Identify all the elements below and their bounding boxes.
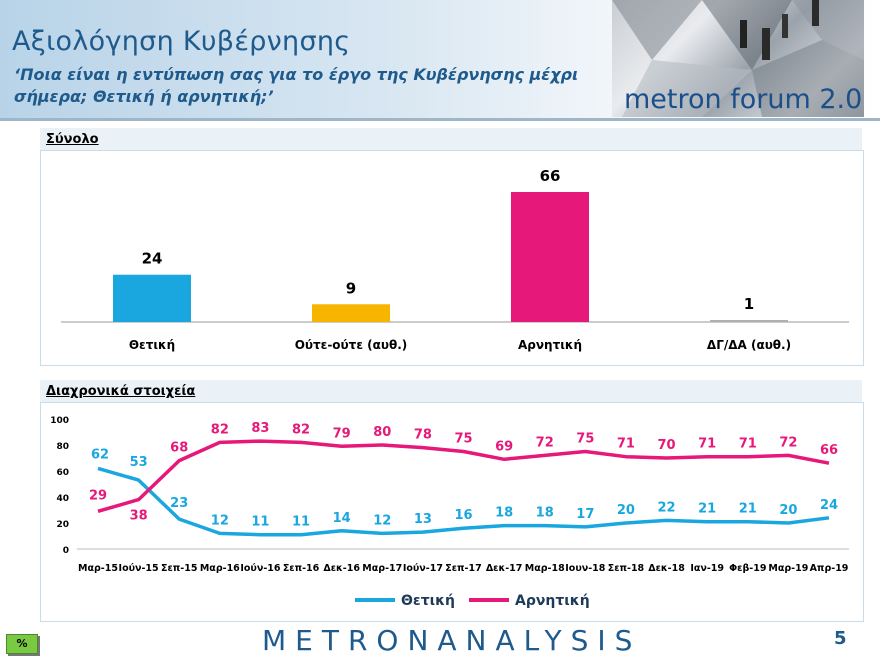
data-label-1-14: 70	[658, 438, 676, 453]
y-tick-label-2: 40	[56, 494, 69, 504]
x-tick-label-7: Μαρ-17	[362, 563, 402, 574]
header-divider	[0, 118, 880, 121]
data-label-0-13: 20	[617, 503, 635, 518]
data-label-1-15: 71	[698, 437, 716, 452]
data-label-1-9: 75	[454, 432, 472, 447]
page-number: 5	[834, 628, 847, 649]
section-label-trend: Διαχρονικά στοιχεία	[46, 384, 196, 399]
data-label-1-7: 80	[373, 425, 391, 440]
data-label-0-15: 21	[698, 502, 716, 517]
bar-1	[312, 304, 390, 322]
y-tick-label-1: 20	[56, 520, 69, 530]
x-tick-label-13: Σεπ-18	[608, 563, 645, 574]
data-label-0-0: 62	[91, 447, 109, 462]
x-tick-label-18: Απρ-19	[810, 563, 849, 574]
data-label-0-10: 18	[495, 506, 513, 521]
data-label-0-2: 23	[170, 496, 188, 511]
x-tick-label-12: Ιουν-18	[565, 563, 606, 574]
x-tick-label-10: Δεκ-17	[486, 563, 523, 574]
data-label-1-11: 72	[536, 435, 554, 450]
data-label-1-13: 71	[617, 437, 635, 452]
x-tick-label-4: Ιούν-16	[240, 563, 281, 574]
data-label-1-5: 82	[292, 422, 310, 437]
section-header-bg-total	[40, 128, 862, 150]
data-label-0-7: 12	[373, 513, 391, 528]
x-tick-label-9: Σεπ-17	[445, 563, 481, 574]
y-tick-label-0: 0	[63, 546, 69, 556]
x-tick-label-17: Μαρ-19	[768, 563, 808, 574]
data-label-0-6: 14	[333, 511, 351, 526]
y-tick-label-3: 60	[56, 468, 69, 478]
data-label-1-16: 71	[739, 437, 757, 452]
data-label-0-12: 17	[576, 507, 594, 522]
x-tick-label-5: Σεπ-16	[283, 563, 320, 574]
data-label-0-9: 16	[454, 508, 472, 523]
metron-forum-logo: metron forum 2.0	[624, 84, 863, 115]
data-label-0-8: 13	[414, 512, 432, 527]
x-tick-label-16: Φεβ-19	[729, 563, 766, 574]
data-label-1-0: 29	[89, 488, 107, 503]
header-photo: metron forum 2.0	[612, 0, 864, 117]
x-tick-label-8: Ιούν-17	[403, 563, 443, 574]
bar-value-label-2: 66	[540, 167, 561, 185]
bar-3	[710, 320, 788, 322]
bar-category-label-0: Θετική	[129, 338, 175, 352]
bar-value-label-0: 24	[142, 250, 163, 268]
bar-value-label-3: 1	[744, 295, 754, 313]
bar-category-label-3: ΔΓ/ΔΑ (αυθ.)	[707, 338, 791, 352]
bar-category-label-1: Ούτε-ούτε (αυθ.)	[295, 338, 408, 352]
section-header-bg-trend	[40, 380, 862, 402]
bar-chart-panel: 24 Θετική 9 Ούτε-ούτε (αυθ.) 66 Αρνητική 1 ΔΓ/Δ…	[40, 150, 864, 366]
legend-label-0: Θετική	[401, 593, 455, 609]
bar-chart: 24 Θετική 9 Ούτε-ούτε (αυθ.) 66 Αρνητική 1 ΔΓ/Δ…	[61, 167, 849, 352]
data-label-0-1: 53	[130, 455, 148, 470]
data-label-0-16: 21	[739, 502, 757, 517]
photo-pattern	[612, 0, 864, 117]
y-tick-label-5: 100	[50, 416, 69, 426]
data-label-0-5: 11	[292, 515, 310, 530]
data-label-1-2: 68	[170, 441, 188, 456]
data-label-0-11: 18	[536, 506, 554, 521]
line-chart-panel: 0 20 40 60 80 100 Μαρ-15 Ιούν-15 Σεπ-15 Μαρ-16 Ιού…	[40, 402, 864, 622]
data-label-1-12: 75	[576, 432, 594, 447]
x-tick-label-2: Σεπ-15	[161, 563, 197, 574]
data-label-0-14: 22	[658, 500, 676, 515]
series-line-0	[97, 466, 830, 537]
bar-2	[511, 192, 589, 322]
x-tick-label-14: Δεκ-18	[648, 563, 685, 574]
data-label-1-17: 72	[779, 435, 797, 450]
x-tick-label-15: Ιαν-19	[690, 563, 724, 574]
percent-badge: %	[6, 634, 38, 654]
data-label-1-10: 69	[495, 439, 513, 454]
data-label-0-4: 11	[251, 515, 269, 530]
data-label-0-18: 24	[820, 498, 838, 513]
data-label-1-6: 79	[333, 426, 351, 441]
x-tick-label-1: Ιούν-15	[119, 563, 159, 574]
data-label-1-18: 66	[820, 443, 838, 458]
data-label-1-1: 38	[130, 509, 148, 524]
bar-0	[113, 274, 191, 322]
x-tick-label-0: Μαρ-15	[78, 563, 118, 574]
x-tick-label-11: Μαρ-18	[525, 563, 565, 574]
legend-label-1: Αρνητική	[515, 593, 590, 609]
bar-category-label-2: Αρνητική	[518, 338, 582, 352]
data-label-1-3: 82	[211, 422, 229, 437]
page-title: Αξιολόγηση Κυβέρνησης	[12, 26, 351, 57]
x-tick-label-6: Δεκ-16	[323, 563, 360, 574]
bar-value-label-1: 9	[346, 279, 356, 297]
data-label-0-17: 20	[779, 503, 797, 518]
metron-analysis-logo: METRONANALYSIS	[262, 624, 642, 657]
data-label-1-4: 83	[251, 421, 269, 436]
series-line-1	[97, 439, 830, 513]
y-tick-label-4: 80	[56, 442, 69, 452]
data-label-0-3: 12	[211, 513, 229, 528]
x-tick-label-3: Μαρ-16	[200, 563, 240, 574]
section-label-total-text: Σύνολο	[46, 132, 99, 147]
data-label-1-8: 78	[414, 428, 432, 443]
page-subtitle: ‘Ποια είναι η εντύπωση σας για το έργο τ…	[14, 65, 579, 106]
